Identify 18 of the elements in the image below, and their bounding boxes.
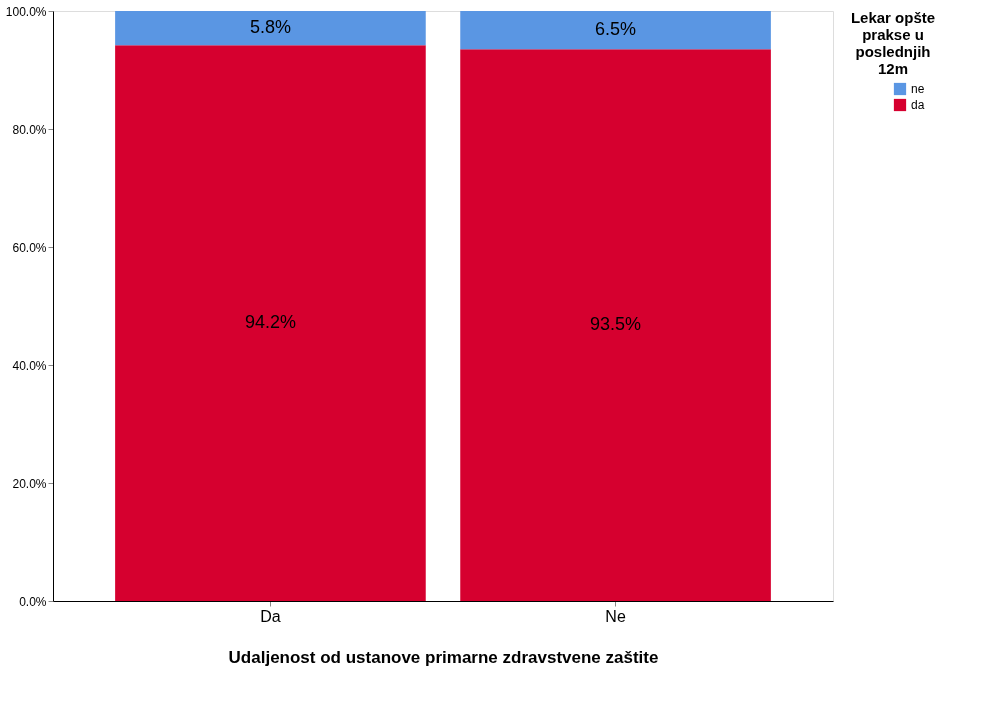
bar <box>460 11 771 50</box>
y-tick-label: 0.0% <box>19 594 47 609</box>
legend-label: ne <box>911 82 925 96</box>
x-tick-label: Da <box>260 607 281 625</box>
y-tick-label: 100.0% <box>5 4 47 19</box>
legend-label: da <box>911 98 925 112</box>
data-label: 5.8% <box>249 17 291 38</box>
data-label: 93.5% <box>590 314 642 335</box>
x-tick-label: Ne <box>605 607 626 625</box>
y-tick-label: 60.0% <box>12 240 47 255</box>
data-label: 6.5% <box>595 19 637 40</box>
x-axis-title: Udaljenost od ustanove primarne zdravstvene zaštite <box>228 647 659 667</box>
bar <box>115 11 426 46</box>
y-tick-label: 40.0% <box>12 358 47 373</box>
y-tick-label: 20.0% <box>12 476 47 491</box>
data-label: 94.2% <box>244 312 296 333</box>
legend-title: Lekar opšte prakse u poslednjih 12m <box>850 9 936 77</box>
y-tick-label: 80.0% <box>12 122 47 137</box>
